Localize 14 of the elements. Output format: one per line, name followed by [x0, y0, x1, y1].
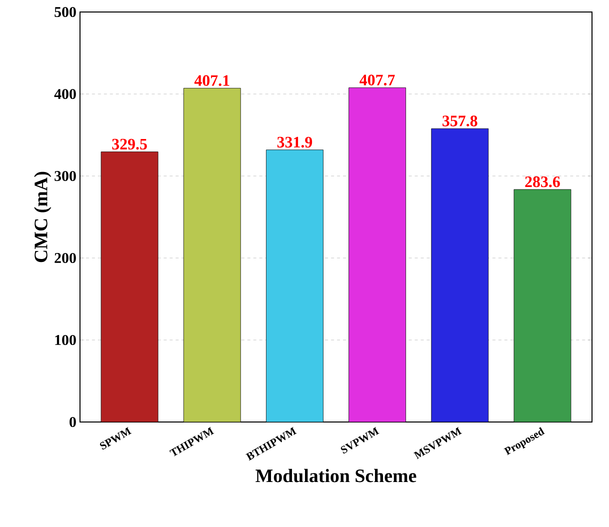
data-label: 407.1 — [194, 75, 230, 86]
y-tick-label: 300 — [54, 170, 76, 182]
data-label: 407.7 — [360, 74, 395, 86]
y-tick-label: 200 — [54, 252, 76, 264]
x-axis-title: Modulation Scheme — [256, 468, 416, 482]
y-tick-label: 100 — [55, 334, 76, 346]
y-tick-label: 500 — [54, 6, 76, 18]
data-label: 329.5 — [112, 138, 147, 150]
y-tick-label: 400 — [54, 88, 76, 100]
y-tick-label: 0 — [70, 416, 76, 428]
data-label: 283.6 — [525, 176, 560, 188]
data-label: 331.9 — [277, 136, 312, 148]
y-axis-title: CMC (mA) — [34, 172, 52, 262]
data-label: 357.8 — [442, 116, 478, 126]
